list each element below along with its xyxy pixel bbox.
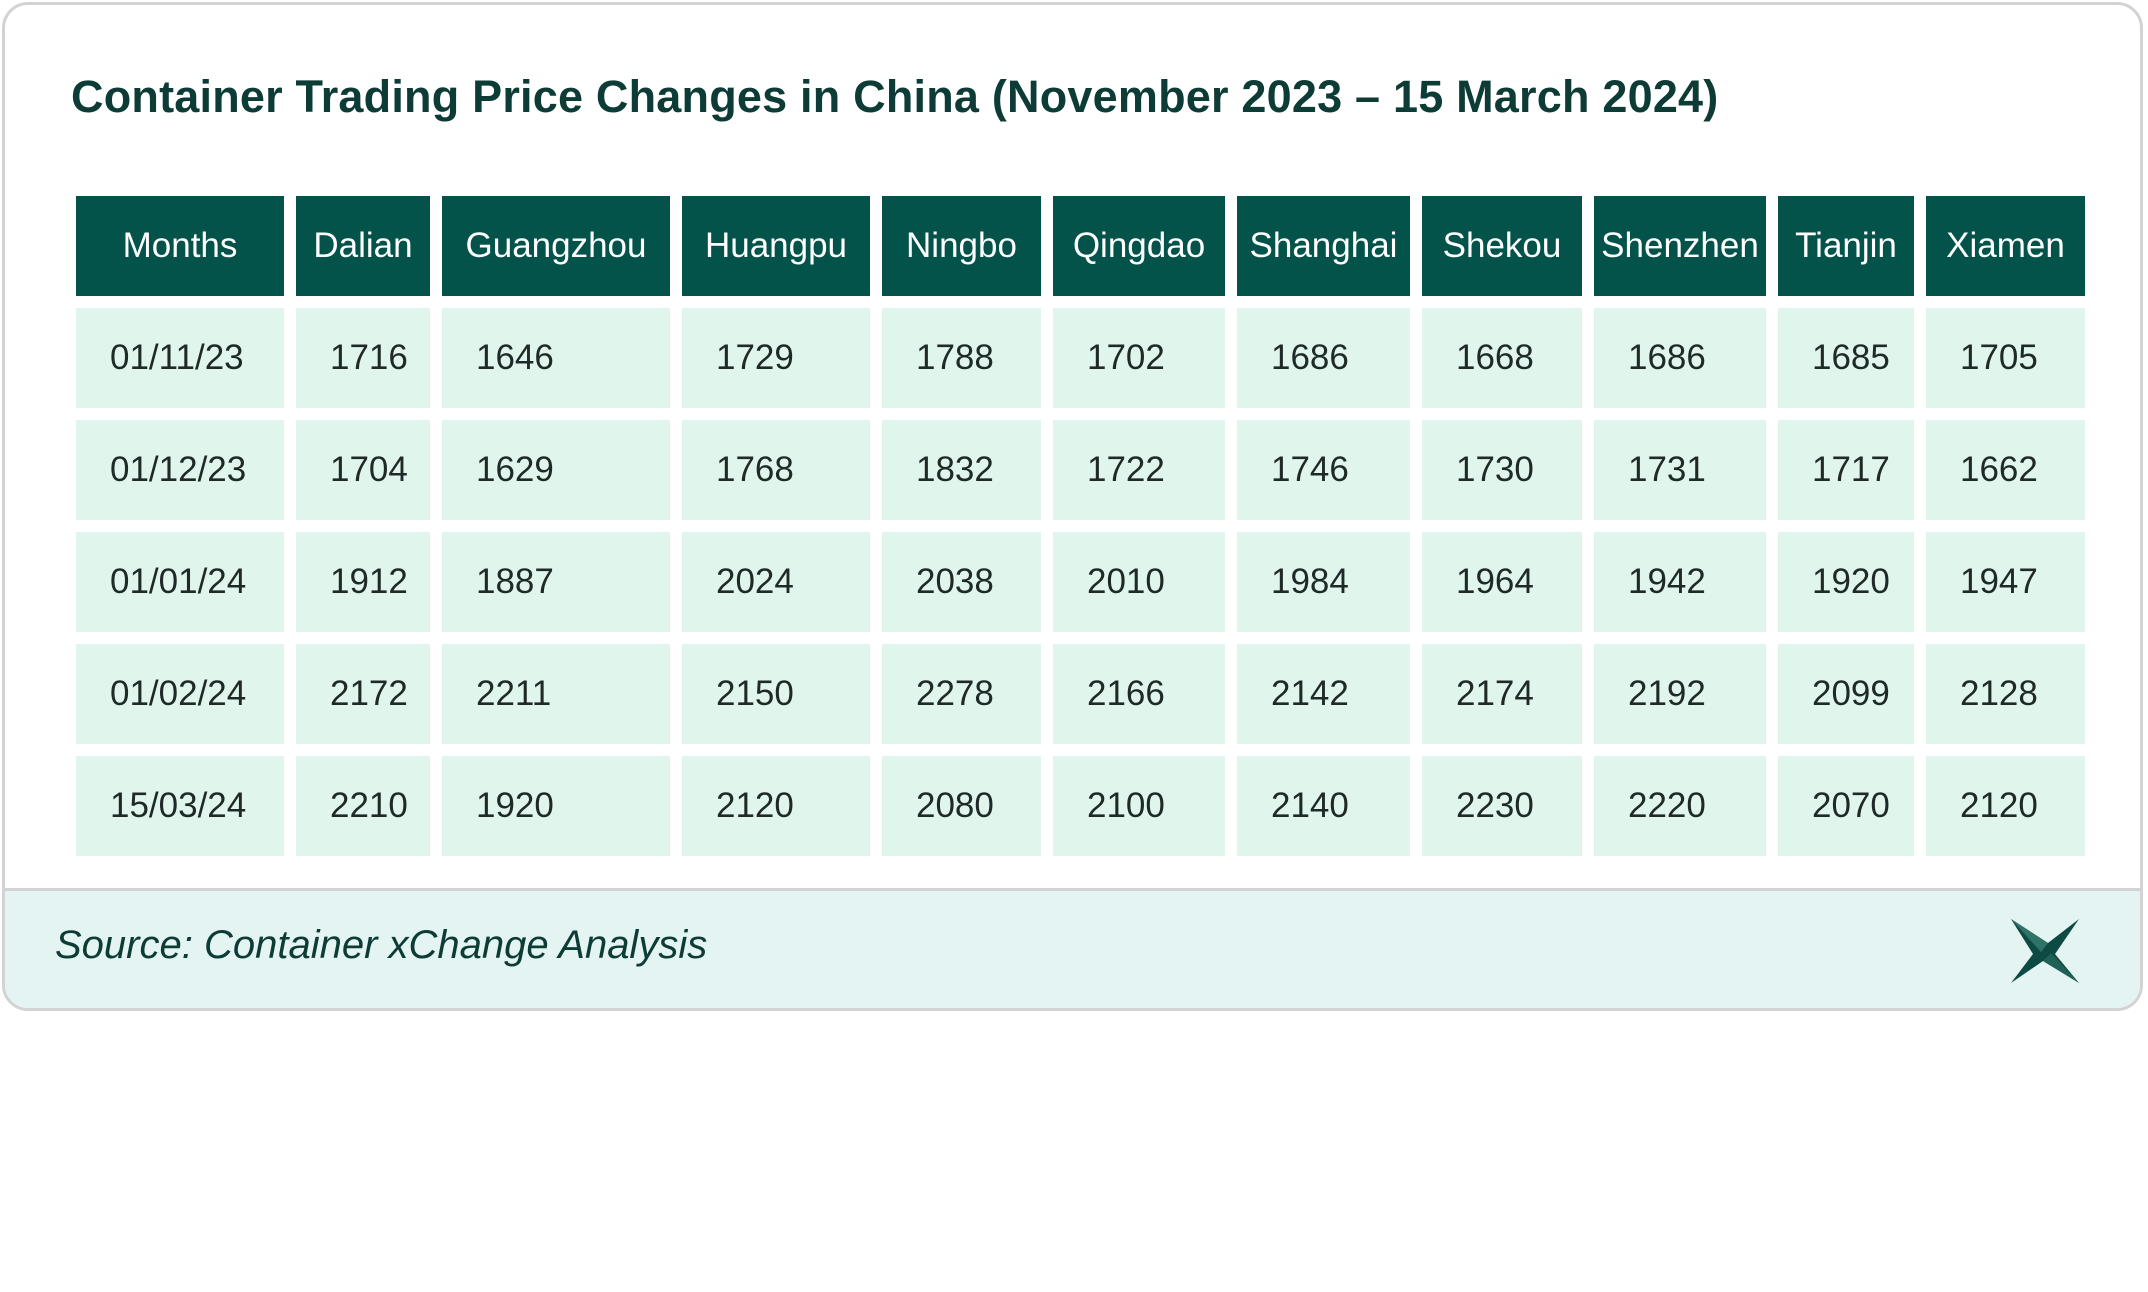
column-header: Shekou (1422, 196, 1582, 296)
column-header: Ningbo (882, 196, 1041, 296)
price-cell: 1920 (442, 756, 670, 856)
price-cell: 2010 (1053, 532, 1225, 632)
price-cell: 2128 (1926, 644, 2085, 744)
price-cell: 2100 (1053, 756, 1225, 856)
table-row: 01/11/23 1716 1646 1729 1788 1702 1686 1668 1686… (76, 308, 2085, 408)
price-cell: 2038 (882, 532, 1041, 632)
price-cell: 2172 (296, 644, 430, 744)
month-cell: 01/02/24 (76, 644, 284, 744)
price-cell: 1947 (1926, 532, 2085, 632)
price-cell: 1704 (296, 420, 430, 520)
table-row: 01/01/24 1912 1887 2024 2038 2010 1984 1964 1942… (76, 532, 2085, 632)
price-cell: 1942 (1594, 532, 1766, 632)
price-cell: 1731 (1594, 420, 1766, 520)
source-note: Source: Container xChange Analysis (55, 923, 708, 967)
price-cell: 2211 (442, 644, 670, 744)
month-cell: 01/11/23 (76, 308, 284, 408)
price-cell: 1746 (1237, 420, 1410, 520)
price-cell: 1629 (442, 420, 670, 520)
price-cell: 2142 (1237, 644, 1410, 744)
price-cell: 1686 (1237, 308, 1410, 408)
price-cell: 1646 (442, 308, 670, 408)
table-body: 01/11/23 1716 1646 1729 1788 1702 1686 1668 1686… (76, 308, 2085, 856)
price-table: Months Dalian Guangzhou Huangpu Ningbo Q… (64, 184, 2097, 868)
price-cell: 1686 (1594, 308, 1766, 408)
price-cell: 2070 (1778, 756, 1914, 856)
table-row: 01/02/24 2172 2211 2150 2278 2166 2142 2174 2192… (76, 644, 2085, 744)
price-cell: 2174 (1422, 644, 1582, 744)
price-cell: 1685 (1778, 308, 1914, 408)
price-cell: 1832 (882, 420, 1041, 520)
price-cell: 1729 (682, 308, 870, 408)
price-cell: 2140 (1237, 756, 1410, 856)
price-cell: 2210 (296, 756, 430, 856)
price-cell: 2080 (882, 756, 1041, 856)
column-header: Xiamen (1926, 196, 2085, 296)
price-cell: 1717 (1778, 420, 1914, 520)
column-header: Shenzhen (1594, 196, 1766, 296)
price-cell: 1722 (1053, 420, 1225, 520)
column-header: Tianjin (1778, 196, 1914, 296)
price-cell: 2120 (682, 756, 870, 856)
price-cell: 1964 (1422, 532, 1582, 632)
table-row: 01/12/23 1704 1629 1768 1832 1722 1746 1730 1731… (76, 420, 2085, 520)
column-header: Shanghai (1237, 196, 1410, 296)
header-row: Months Dalian Guangzhou Huangpu Ningbo Q… (76, 196, 2085, 296)
price-cell: 1662 (1926, 420, 2085, 520)
price-cell: 1912 (296, 532, 430, 632)
price-cell: 2150 (682, 644, 870, 744)
price-cell: 2024 (682, 532, 870, 632)
price-cell: 1768 (682, 420, 870, 520)
price-cell: 2120 (1926, 756, 2085, 856)
column-header: Guangzhou (442, 196, 670, 296)
price-cell: 1702 (1053, 308, 1225, 408)
table-row: 15/03/24 2210 1920 2120 2080 2100 2140 2230 2220… (76, 756, 2085, 856)
price-cell: 2278 (882, 644, 1041, 744)
price-cell: 1668 (1422, 308, 1582, 408)
chart-card: Container Trading Price Changes in China… (2, 2, 2143, 1011)
price-cell: 2220 (1594, 756, 1766, 856)
price-cell: 2099 (1778, 644, 1914, 744)
price-cell: 1788 (882, 308, 1041, 408)
column-header: Qingdao (1053, 196, 1225, 296)
price-cell: 1705 (1926, 308, 2085, 408)
month-cell: 01/12/23 (76, 420, 284, 520)
price-cell: 1887 (442, 532, 670, 632)
price-cell: 1716 (296, 308, 430, 408)
column-header: Dalian (296, 196, 430, 296)
price-cell: 1984 (1237, 532, 1410, 632)
footer: Source: Container xChange Analysis (5, 888, 2140, 1008)
price-cell: 2192 (1594, 644, 1766, 744)
price-cell: 2230 (1422, 756, 1582, 856)
column-header: Months (76, 196, 284, 296)
month-cell: 15/03/24 (76, 756, 284, 856)
price-cell: 1920 (1778, 532, 1914, 632)
price-cell: 1730 (1422, 420, 1582, 520)
chart-title: Container Trading Price Changes in China… (71, 71, 1719, 122)
price-cell: 2166 (1053, 644, 1225, 744)
column-header: Huangpu (682, 196, 870, 296)
xchange-star-logo-icon (2011, 919, 2079, 983)
month-cell: 01/01/24 (76, 532, 284, 632)
